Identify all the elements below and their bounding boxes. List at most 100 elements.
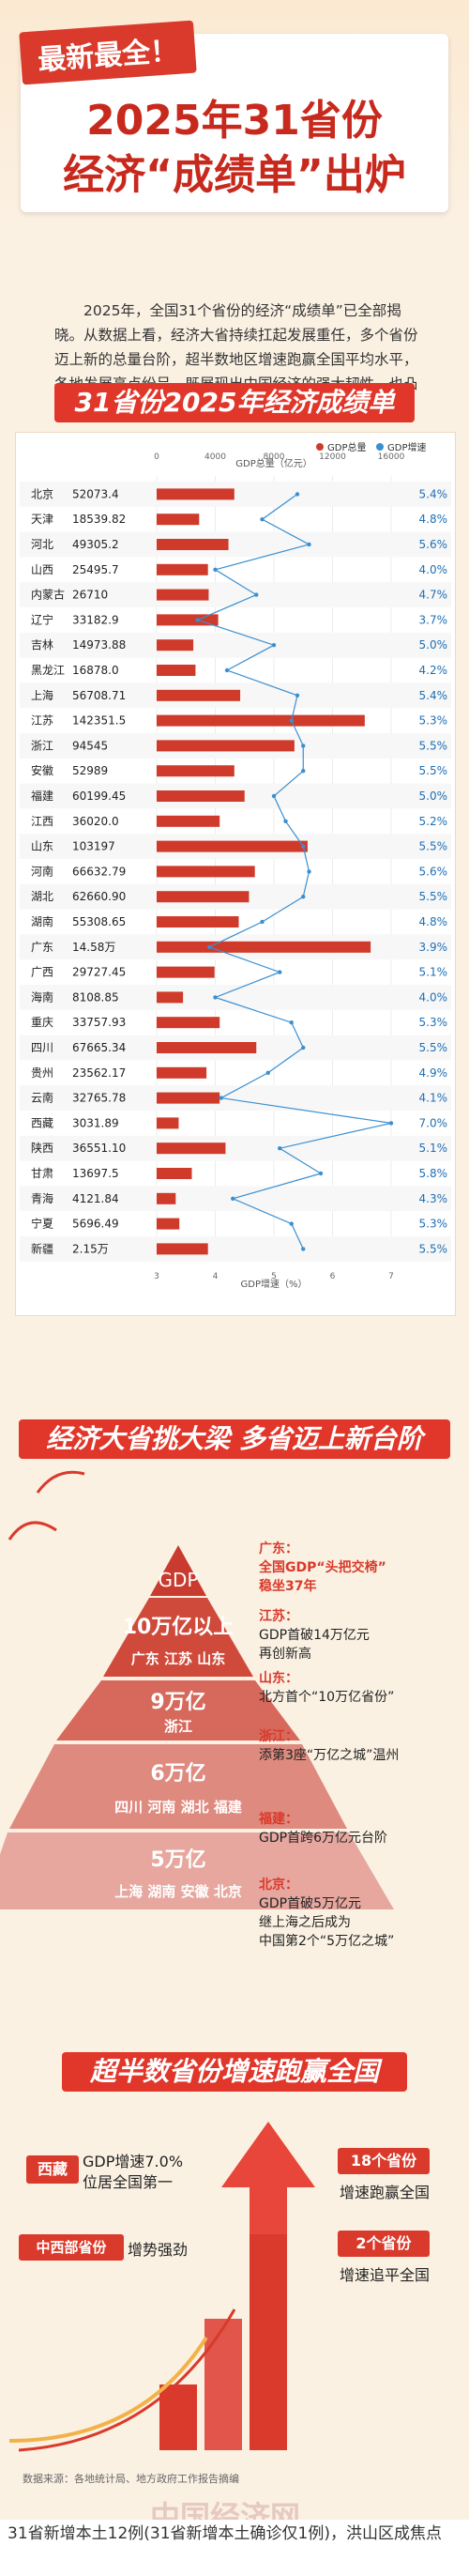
province-name: 宁夏 bbox=[31, 1217, 53, 1231]
gdp-value-label: 36020.0 bbox=[72, 815, 119, 828]
tibet-note: GDP增速7.0% 位居全国第一 bbox=[83, 2152, 183, 2193]
note-zhejiang-head: 浙江： bbox=[259, 1729, 298, 1744]
growth-point bbox=[318, 1171, 324, 1176]
province-name: 北京 bbox=[31, 487, 53, 500]
province-name: 湖南 bbox=[31, 914, 53, 928]
growth-point bbox=[231, 1196, 235, 1201]
province-name: 辽宁 bbox=[31, 612, 53, 626]
gdp-bar bbox=[157, 840, 308, 852]
note-guangdong-line1: 全国GDP“头把交椅” bbox=[259, 1560, 386, 1575]
page-title-line1: 2025年31省份 bbox=[86, 97, 383, 145]
growth-point bbox=[289, 1020, 294, 1025]
note-beijing-line3: 中国第2个“5万亿之城” bbox=[259, 1934, 395, 1949]
growth-point bbox=[260, 919, 265, 925]
province-name: 重庆 bbox=[31, 1016, 53, 1029]
note-jiangsu: 江苏： GDP首破14万亿元 再创新高 bbox=[259, 1607, 456, 1664]
growth-value-label: 5.5% bbox=[419, 1242, 448, 1255]
pyramid-section-banner: 经济大省挑大梁 多省迈上新台阶 bbox=[19, 1419, 450, 1459]
province-name: 安徽 bbox=[31, 763, 53, 777]
growth-value-label: 3.7% bbox=[419, 613, 448, 626]
chart-legend: GDP总量 GDP增速 bbox=[316, 441, 426, 453]
gdp-bar bbox=[157, 614, 219, 626]
pyramid-tier-top bbox=[150, 1545, 206, 1596]
growth-value-label: 5.4% bbox=[419, 689, 448, 702]
growth-point bbox=[278, 1146, 282, 1151]
row-stripe bbox=[20, 531, 451, 558]
province-name: 贵州 bbox=[31, 1066, 53, 1080]
note-jiangsu-head: 江苏： bbox=[259, 1609, 298, 1624]
growth-value-label: 5.5% bbox=[419, 1041, 448, 1054]
pyramid-tier-10t-provinces: 广东 江苏 山东 bbox=[131, 1650, 225, 1667]
growth-point bbox=[207, 944, 212, 949]
gdp-bar bbox=[157, 765, 234, 777]
pyramid-tier-5t-provinces: 上海 湖南 安徽 北京 bbox=[114, 1883, 242, 1900]
gdp-value-label: 62660.90 bbox=[72, 890, 126, 903]
province-name: 山东 bbox=[31, 840, 53, 853]
gdp-value-label: 49305.2 bbox=[72, 538, 119, 551]
note-fujian: 福建： GDP首跨6万亿元台阶 bbox=[259, 1810, 456, 1848]
chart-section-banner: 31省份2025年经济成绩单 bbox=[54, 383, 415, 422]
growth-value-label: 4.8% bbox=[419, 513, 448, 526]
gdp-tick-label: 0 bbox=[154, 452, 159, 462]
growth-swoosh-yellow bbox=[8, 2336, 208, 2443]
provinces-2-box: 2个省份 bbox=[338, 2231, 430, 2257]
article-caption[interactable]: 31省新增本土12例(31省新增本土确诊仅1例)，洪山区成焦点 bbox=[8, 2524, 442, 2543]
growth-point bbox=[213, 995, 218, 1000]
pyramid-tier-9t bbox=[56, 1680, 300, 1740]
gdp-tick-label: 12000 bbox=[319, 452, 346, 462]
gdp-value-label: 60199.45 bbox=[72, 790, 126, 803]
growth-value-label: 5.5% bbox=[419, 764, 448, 777]
gdp-bar bbox=[157, 665, 196, 676]
gdp-bar bbox=[157, 1042, 257, 1053]
province-name: 江苏 bbox=[31, 714, 53, 728]
gdp-value-label: 36551.10 bbox=[72, 1142, 126, 1155]
gdp-bar bbox=[157, 815, 220, 827]
pyramid-gdp-label: GDP bbox=[159, 1569, 199, 1591]
growth-value-label: 4.2% bbox=[419, 664, 448, 677]
gdp-bar bbox=[157, 966, 215, 978]
growth-point bbox=[260, 517, 265, 522]
decor-curve-left bbox=[8, 1521, 57, 1541]
gdp-value-label: 67665.34 bbox=[72, 1041, 126, 1054]
gdp-value-label: 33182.9 bbox=[72, 613, 119, 626]
growth-value-label: 5.3% bbox=[419, 1218, 448, 1231]
growth-tick-label: 4 bbox=[213, 1272, 219, 1281]
gdp-bar bbox=[157, 891, 250, 903]
province-name: 江西 bbox=[31, 815, 53, 828]
gdp-value-label: 25495.7 bbox=[72, 563, 119, 576]
pyramid-tier-10t bbox=[103, 1598, 253, 1677]
pyramid-tier-9t-provinces: 浙江 bbox=[164, 1718, 192, 1735]
gdp-bar bbox=[157, 740, 295, 752]
pyramid-tier-10t-title: 10万亿以上 bbox=[123, 1616, 234, 1639]
legend-gdp-label: GDP总量 bbox=[327, 441, 366, 453]
province-name: 内蒙古 bbox=[31, 588, 65, 602]
gdp-tick-label: 4000 bbox=[204, 452, 226, 462]
note-guangdong-head: 广东： bbox=[259, 1541, 298, 1556]
gdp-bar bbox=[157, 1218, 180, 1230]
gdp-bar bbox=[157, 1192, 176, 1204]
data-source: 数据来源：各地统计局、地方政府工作报告摘编 bbox=[23, 2473, 239, 2485]
pyramid-tier-5t bbox=[0, 1832, 394, 1909]
gdp-bar bbox=[157, 514, 200, 526]
note-beijing-head: 北京： bbox=[259, 1878, 298, 1893]
gdp-value-label: 66632.79 bbox=[72, 865, 126, 878]
growth-point bbox=[295, 693, 300, 698]
growth-value-label: 5.0% bbox=[419, 790, 448, 803]
growth-point bbox=[289, 1221, 294, 1226]
row-stripe bbox=[20, 1135, 451, 1161]
pyramid-tier-6t-title: 6万亿 bbox=[150, 1762, 205, 1786]
growth-tick-label: 5 bbox=[271, 1272, 277, 1281]
gdp-bar bbox=[157, 991, 184, 1004]
gdp-bar bbox=[157, 539, 229, 550]
gdp-bar bbox=[157, 1168, 192, 1179]
gdp-value-label: 32765.78 bbox=[72, 1092, 126, 1105]
growth-point bbox=[301, 895, 306, 899]
gdp-bar bbox=[157, 1017, 220, 1029]
note-zhejiang-line1: 添第3座“万亿之城”温州 bbox=[259, 1748, 400, 1763]
note-shandong-line1: 北方首个“10万亿省份” bbox=[259, 1690, 395, 1705]
province-name: 青海 bbox=[31, 1191, 53, 1205]
growth-value-label: 7.0% bbox=[419, 1116, 448, 1129]
gdp-tick-label: 16000 bbox=[378, 452, 405, 462]
province-name: 上海 bbox=[31, 688, 53, 702]
row-stripe bbox=[20, 482, 451, 507]
